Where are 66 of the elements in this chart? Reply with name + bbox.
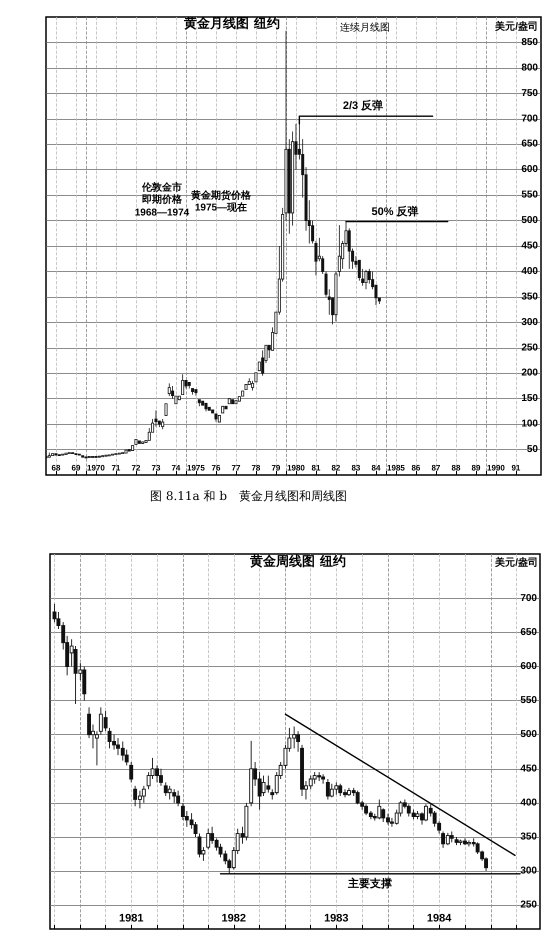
x-tick-label: 83 bbox=[351, 464, 361, 472]
annotation: 1968—1974 bbox=[134, 208, 190, 218]
x-tick-label: 1981 bbox=[118, 912, 144, 924]
annotation: 黄金期货价格1975—现在 bbox=[190, 190, 252, 214]
x-tick-label: 79 bbox=[271, 464, 281, 472]
x-tick-label: 1990 bbox=[487, 464, 506, 472]
y-tick-label: 400 bbox=[521, 266, 538, 277]
x-tick-label: 1970 bbox=[87, 464, 106, 472]
y-tick-label: 300 bbox=[521, 316, 538, 328]
y-tick-label: 650 bbox=[521, 138, 538, 150]
x-tick-label: 78 bbox=[251, 464, 261, 472]
x-tick-label: 91 bbox=[511, 464, 521, 472]
text: 连续月线图 bbox=[340, 22, 390, 34]
x-tick-label: 71 bbox=[111, 464, 121, 472]
y-tick-label: 350 bbox=[520, 831, 538, 842]
y-tick-label: 700 bbox=[521, 113, 538, 124]
y-tick-label: 350 bbox=[521, 291, 538, 302]
caption: 图 8.11a 和 b 黄金月线图和周线图 bbox=[150, 489, 347, 503]
annotation: 50% 反弹 bbox=[371, 205, 419, 218]
x-tick-label: 1985 bbox=[387, 464, 406, 472]
chart-title: 黄金周线图 纽约 bbox=[249, 554, 346, 570]
x-tick-label: 1982 bbox=[222, 912, 246, 924]
y-tick-label: 850 bbox=[521, 36, 538, 48]
x-tick-label: 81 bbox=[311, 464, 321, 472]
x-tick-label: 1983 bbox=[324, 912, 349, 924]
x-tick-label: 87 bbox=[431, 464, 441, 472]
y-tick-label: 500 bbox=[520, 729, 538, 740]
y-tick-label: 800 bbox=[521, 62, 538, 74]
y-axis-title: 美元/盎司 bbox=[494, 20, 538, 32]
x-tick-label: 89 bbox=[471, 464, 481, 472]
y-tick-label: 150 bbox=[521, 393, 538, 404]
y-tick-label: 500 bbox=[521, 215, 538, 226]
y-tick-label: 450 bbox=[521, 240, 538, 252]
x-tick-label: 82 bbox=[331, 464, 341, 472]
y-axis-title: 美元/盎司 bbox=[494, 556, 538, 568]
y-tick-label: 550 bbox=[521, 190, 538, 201]
x-tick-label: 1975 bbox=[187, 464, 206, 472]
y-tick-label: 250 bbox=[520, 900, 538, 911]
y-tick-label: 600 bbox=[520, 661, 538, 672]
x-tick-label: 74 bbox=[171, 464, 181, 472]
x-tick-label: 76 bbox=[212, 464, 221, 472]
annotation: 2/3 反弹 bbox=[342, 99, 384, 112]
y-tick-label: 300 bbox=[520, 866, 538, 877]
y-tick-label: 100 bbox=[521, 418, 538, 430]
x-tick-label: 1980 bbox=[287, 464, 306, 472]
x-tick-label: 69 bbox=[72, 464, 81, 472]
y-tick-label: 600 bbox=[521, 164, 538, 176]
y-tick-label: 700 bbox=[520, 592, 538, 604]
x-tick-label: 84 bbox=[372, 464, 381, 472]
annotation: 伦敦金市即期价格 bbox=[141, 182, 183, 206]
y-tick-label: 650 bbox=[520, 626, 538, 638]
annotation: 主要支撑 bbox=[347, 877, 392, 890]
x-tick-label: 73 bbox=[152, 464, 161, 472]
y-tick-label: 400 bbox=[520, 797, 538, 808]
y-tick-label: 200 bbox=[521, 368, 538, 379]
x-tick-label: 72 bbox=[132, 464, 141, 472]
y-tick-label: 50 bbox=[526, 444, 538, 456]
x-tick-label: 77 bbox=[232, 464, 241, 472]
y-tick-label: 750 bbox=[521, 88, 538, 99]
x-tick-label: 68 bbox=[52, 464, 61, 472]
x-tick-label: 88 bbox=[452, 464, 461, 472]
x-tick-label: 1984 bbox=[426, 912, 452, 924]
y-tick-label: 250 bbox=[521, 342, 538, 354]
x-tick-label: 86 bbox=[411, 464, 421, 472]
y-tick-label: 550 bbox=[520, 695, 538, 706]
y-tick-label: 450 bbox=[520, 763, 538, 774]
